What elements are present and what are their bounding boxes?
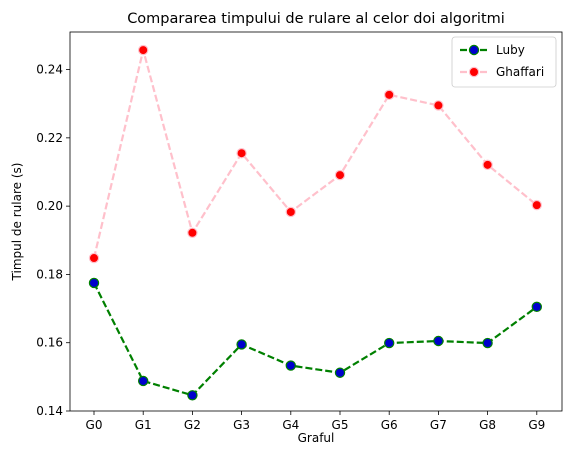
data-point-luby <box>334 367 346 378</box>
y-tick-label: 0.20 <box>36 199 63 213</box>
y-axis-label: Timpul de rulare (s) <box>10 163 24 282</box>
plot-frame <box>69 31 563 412</box>
data-point-ghaffari <box>334 169 346 181</box>
x-tick-label: G9 <box>528 418 545 432</box>
data-point-luby <box>433 335 444 347</box>
data-point-luby <box>88 277 100 289</box>
x-tick-label: G7 <box>430 418 447 432</box>
legend-label-ghaffari: Ghaffari <box>496 65 544 79</box>
data-point-luby <box>187 390 198 401</box>
y-tick-label: 0.24 <box>36 63 63 77</box>
data-point-ghaffari <box>384 89 395 101</box>
data-point-luby <box>236 339 247 350</box>
data-point-ghaffari <box>433 100 444 111</box>
x-tick-label: G8 <box>479 418 496 432</box>
x-tick-label: G4 <box>282 418 299 432</box>
series-layer <box>88 44 543 401</box>
y-tick-label: 0.22 <box>36 131 63 145</box>
legend: Luby Ghaffari <box>451 36 557 88</box>
y-axis: 0.14 0.16 0.18 0.20 0.22 0.24 <box>36 63 70 418</box>
data-point-ghaffari <box>285 206 296 218</box>
data-point-ghaffari <box>531 199 543 211</box>
data-point-ghaffari <box>236 148 247 159</box>
chart-title: Compararea timpului de rulare al celor d… <box>127 11 505 27</box>
x-tick-label: G0 <box>86 418 103 432</box>
data-point-luby <box>285 360 296 371</box>
data-point-ghaffari <box>88 252 100 264</box>
y-tick-label: 0.18 <box>36 267 63 281</box>
x-tick-label: G5 <box>332 418 349 432</box>
legend-label-luby: Luby <box>496 43 525 57</box>
data-point-luby <box>384 337 395 349</box>
data-point-ghaffari <box>137 44 149 56</box>
data-point-luby <box>531 301 543 313</box>
legend-marker-ghaffari <box>468 66 480 78</box>
x-tick-label: G3 <box>233 418 250 432</box>
data-point-ghaffari <box>187 227 198 238</box>
x-tick-label: G2 <box>184 418 201 432</box>
data-point-ghaffari <box>482 159 493 171</box>
y-tick-label: 0.14 <box>36 404 63 418</box>
legend-marker-luby <box>468 44 480 56</box>
x-axis-label: Graful <box>298 431 335 445</box>
series-line-ghaffari <box>92 48 538 259</box>
x-tick-label: G6 <box>381 418 398 432</box>
x-tick-label: G1 <box>135 418 152 432</box>
y-tick-label: 0.16 <box>36 336 63 350</box>
data-point-luby <box>137 375 149 387</box>
data-point-luby <box>482 337 493 349</box>
series-line-luby <box>93 282 538 397</box>
x-axis: G0 G1 G2 G3 G4 G5 G6 G7 G8 G9 <box>86 411 545 432</box>
